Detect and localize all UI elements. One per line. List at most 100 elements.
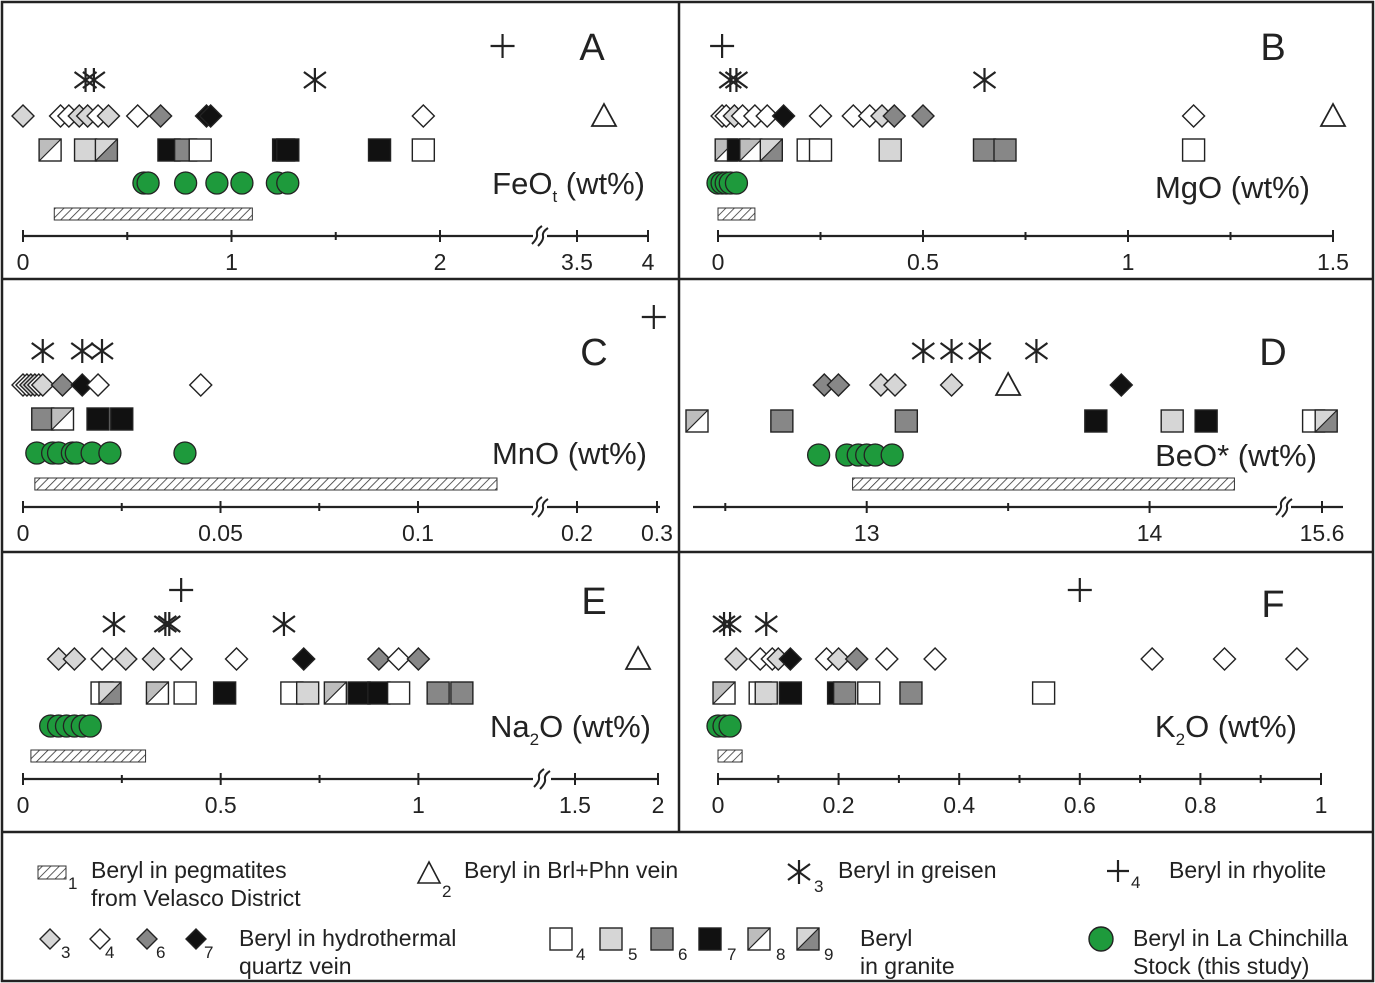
- legend-vein-text: Beryl in Brl+Phn vein: [464, 857, 678, 883]
- axis-break: [1275, 496, 1293, 518]
- panel-letter-b: B: [1260, 27, 1285, 69]
- legend-num: 2: [442, 882, 451, 901]
- la-chinchilla-point: [136, 171, 160, 195]
- legend-granite-text: Beryl: [860, 925, 912, 951]
- granite-square-marker: [878, 138, 902, 162]
- granite-square-marker: [1160, 409, 1184, 433]
- x-tick-label: 0.2: [823, 792, 855, 818]
- x-tick-label: 0.3: [641, 520, 673, 546]
- axis-break: [531, 225, 549, 247]
- greisen-asterisk-marker: [70, 339, 94, 363]
- x-tick-label: 0.05: [198, 520, 243, 546]
- granite-square-marker: [832, 681, 857, 705]
- legend-hydrothermal-text-2: quartz vein: [239, 953, 352, 979]
- legend-plus-icon: [1107, 860, 1129, 882]
- granite-square-marker: [894, 409, 919, 433]
- axis-label-na2o: Na2O (wt%): [490, 709, 651, 749]
- hydrothermal-diamond-marker: [826, 647, 851, 671]
- axis-break: [533, 768, 551, 790]
- greisen-asterisk-marker: [712, 612, 736, 636]
- legend-granite-text-2: in granite: [860, 953, 955, 979]
- la-chinchilla-point: [173, 171, 198, 195]
- hydrothermal-diamond-marker: [826, 373, 851, 397]
- pegmatite-range-bar: [34, 477, 498, 491]
- hydrothermal-diamond-marker: [1140, 647, 1165, 671]
- legend-square-icon: [796, 927, 820, 951]
- pegmatite-range-bar: [852, 477, 1235, 491]
- x-tick-label: 2: [652, 792, 665, 818]
- granite-square-marker: [712, 681, 736, 705]
- panel-d: D BeO* (wt%) 13 14 15.6: [685, 332, 1344, 546]
- legend-pegmatite-text: Beryl in pegmatites: [91, 857, 287, 883]
- hydrothermal-diamond-marker: [30, 373, 55, 397]
- greisen-asterisk-marker: [157, 612, 181, 636]
- granite-square-marker: [98, 681, 122, 705]
- greisen-asterisk-marker: [939, 339, 964, 363]
- hydrothermal-diamond-marker: [724, 647, 749, 671]
- x-tick-label: 1: [1315, 792, 1328, 818]
- hydrothermal-diamond-marker: [11, 104, 35, 128]
- hydrothermal-diamond-marker: [883, 373, 907, 397]
- la-chinchilla-point: [98, 441, 122, 465]
- legend-num: 6: [156, 943, 165, 962]
- axis-label-beo: BeO* (wt%): [1155, 438, 1317, 473]
- granite-square-marker: [808, 138, 833, 162]
- granite-square-marker: [50, 407, 75, 431]
- legend-asterisk-icon: [787, 860, 811, 884]
- greisen-asterisk-marker: [724, 68, 749, 92]
- x-tick-label: 0: [17, 249, 30, 275]
- hydrothermal-diamond-marker: [62, 647, 87, 671]
- panel-c: C MnO (wt%) 0 0.05 0.1 0.2 0.3: [11, 305, 673, 546]
- panel-f: F K2O (wt%) 0 0.2 0.4 0.6 0.8 1: [706, 578, 1328, 818]
- x-tick-label: 0: [712, 249, 725, 275]
- granite-square-marker: [754, 681, 778, 705]
- x-tick-label: 1.5: [1317, 249, 1349, 275]
- granite-square-marker: [276, 138, 300, 162]
- pegmatite-range-bar: [717, 207, 756, 221]
- x-tick-label: 0: [17, 520, 30, 546]
- legend-hatch-swatch: [37, 865, 67, 880]
- granite-square-marker: [295, 681, 320, 705]
- hydrothermal-diamond-marker: [923, 647, 948, 671]
- la-chinchilla-point: [205, 171, 229, 195]
- pegmatite-range-bar: [717, 749, 743, 763]
- legend-square-icon: [747, 927, 771, 951]
- granite-square-marker: [778, 681, 803, 705]
- panel-a: A FeOt (wt%) 0 1 2 3.5 4: [11, 27, 655, 275]
- axis-label-k2o: K2O (wt%): [1155, 709, 1297, 749]
- rhyolite-plus-marker: [169, 578, 194, 602]
- rhyolite-plus-marker: [710, 34, 735, 58]
- panel-letter-c: C: [580, 332, 607, 374]
- la-chinchilla-point: [880, 443, 904, 467]
- greisen-asterisk-marker: [1024, 339, 1049, 363]
- hydrothermal-diamond-marker: [1284, 647, 1309, 671]
- greisen-asterisk-marker: [972, 68, 997, 92]
- rhyolite-plus-marker: [490, 34, 515, 58]
- hydrothermal-diamond-marker: [911, 104, 935, 128]
- la-chinchilla-point: [806, 443, 831, 467]
- rhyolite-plus-marker: [1067, 578, 1092, 602]
- hydrothermal-diamond-marker: [841, 104, 866, 128]
- legend-triangle-icon: [416, 860, 442, 884]
- legend-num: 4: [576, 945, 585, 964]
- hydrothermal-diamond-marker: [86, 373, 111, 397]
- granite-square-marker: [857, 681, 881, 705]
- pegmatite-range-bar: [30, 749, 147, 763]
- legend-stock-text-2: Stock (this study): [1133, 953, 1309, 979]
- x-tick-label: 2: [434, 249, 447, 275]
- greisen-asterisk-marker: [272, 612, 296, 636]
- legend-num: 6: [678, 945, 687, 964]
- granite-square-marker: [972, 138, 997, 162]
- pegmatite-range-bar: [53, 207, 253, 221]
- legend-num: 1: [68, 874, 77, 893]
- greisen-asterisk-marker: [303, 68, 327, 92]
- granite-square-marker: [1194, 409, 1218, 433]
- granite-square-marker: [739, 138, 763, 162]
- granite-square-marker: [386, 681, 411, 705]
- granite-square-marker: [450, 681, 474, 705]
- x-tick-label: 0.4: [943, 792, 975, 818]
- panel-e: E Na2O (wt%) 0 0.5 1 1.5 2: [17, 578, 665, 818]
- granite-square-marker: [212, 681, 237, 705]
- x-tick-label: 4: [642, 249, 655, 275]
- granite-square-marker: [1084, 409, 1108, 433]
